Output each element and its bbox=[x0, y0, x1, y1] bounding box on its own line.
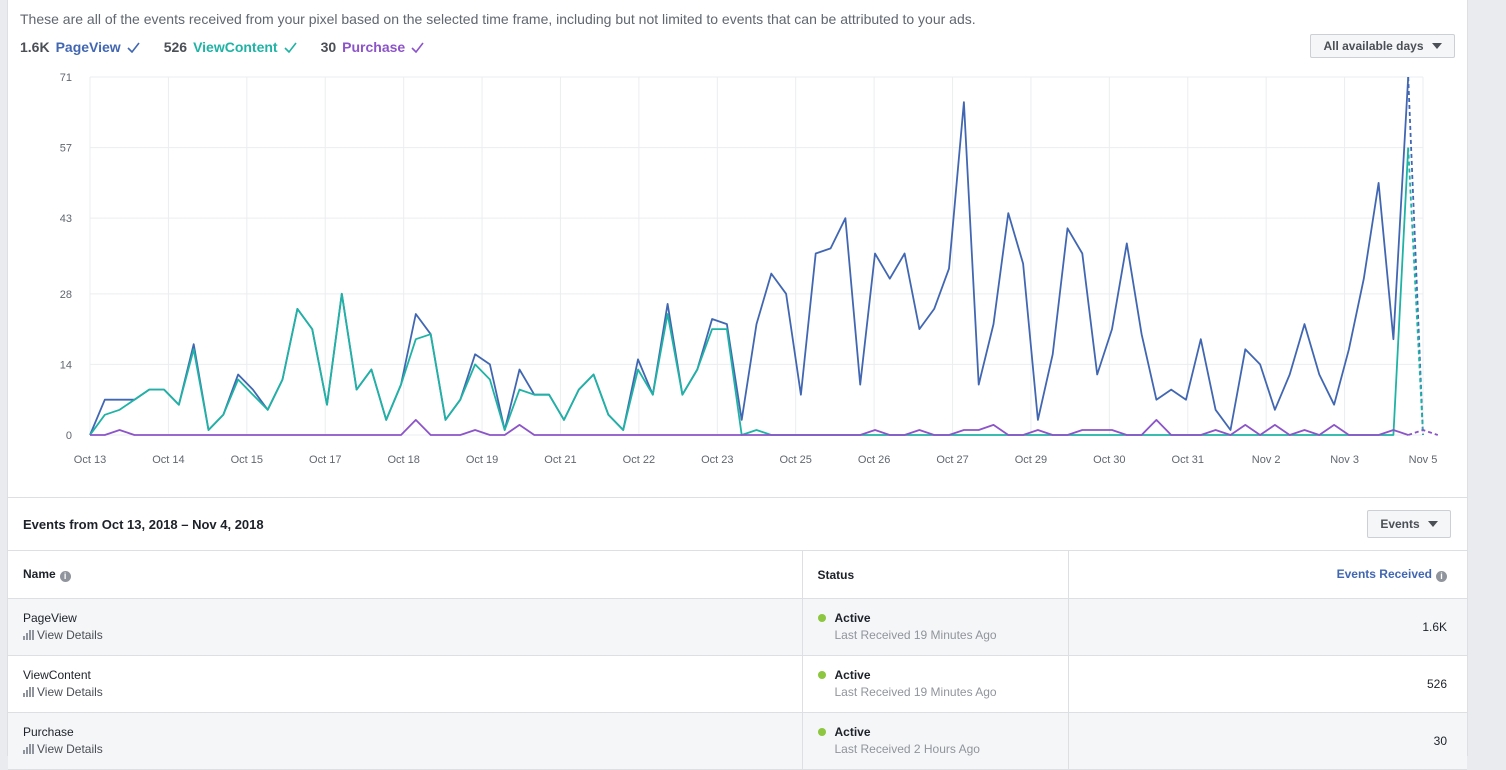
events-table: Name i Status Events Received i PageView V… bbox=[8, 550, 1467, 770]
x-tick-label: Oct 21 bbox=[544, 454, 576, 466]
series-line-pageview bbox=[89, 76, 1410, 436]
column-header-name[interactable]: Name i bbox=[8, 550, 802, 599]
status-badge: Active bbox=[817, 611, 1053, 625]
events-count: 526 bbox=[1067, 655, 1467, 713]
events-count: 30 bbox=[1067, 712, 1467, 770]
x-tick-label: Oct 18 bbox=[387, 454, 419, 466]
chart-legend: 1.6K PageView 526 ViewContent 30 Purchas… bbox=[20, 39, 424, 55]
caret-down-icon bbox=[1431, 43, 1442, 49]
x-tick-label: Nov 2 bbox=[1252, 454, 1281, 466]
x-tick-label: Oct 13 bbox=[74, 454, 106, 466]
x-tick-label: Oct 27 bbox=[936, 454, 968, 466]
x-tick-label: Nov 5 bbox=[1409, 454, 1438, 466]
x-tick-label: Oct 26 bbox=[858, 454, 890, 466]
series-tail-pageview bbox=[1407, 76, 1424, 436]
events-count: 1.6K bbox=[1067, 598, 1467, 656]
table-row[interactable]: PageView View Details Active Last Receiv… bbox=[8, 598, 1467, 656]
event-name: PageView bbox=[23, 611, 77, 625]
pixel-events-panel: These are all of the events received fro… bbox=[7, 0, 1468, 770]
x-tick-label: Oct 17 bbox=[309, 454, 341, 466]
table-row[interactable]: ViewContent View Details Active Last Rec… bbox=[8, 655, 1467, 713]
x-tick-label: Oct 30 bbox=[1093, 454, 1125, 466]
y-tick-label: 0 bbox=[66, 430, 72, 442]
active-dot-icon bbox=[817, 728, 826, 736]
legend-label: Purchase bbox=[342, 39, 406, 55]
y-tick-label: 43 bbox=[60, 213, 72, 225]
x-tick-label: Oct 22 bbox=[623, 454, 655, 466]
legend-label: PageView bbox=[55, 39, 121, 55]
series-tail-purchase bbox=[1407, 429, 1439, 436]
legend-item-viewcontent[interactable]: 526 ViewContent bbox=[164, 39, 297, 55]
x-tick-label: Oct 15 bbox=[231, 454, 263, 466]
x-tick-label: Oct 25 bbox=[780, 454, 812, 466]
x-tick-label: Oct 19 bbox=[466, 454, 498, 466]
last-received: Last Received 19 Minutes Ago bbox=[834, 685, 997, 699]
table-header-row: Name i Status Events Received i bbox=[8, 550, 1467, 599]
legend-count: 1.6K bbox=[20, 39, 50, 55]
events-dropdown[interactable]: Events bbox=[1367, 510, 1451, 538]
column-header-status[interactable]: Status bbox=[801, 550, 1068, 599]
caret-down-icon bbox=[1427, 521, 1438, 527]
x-tick-label: Oct 29 bbox=[1015, 454, 1047, 466]
status-badge: Active bbox=[817, 668, 1053, 682]
x-tick-label: Oct 23 bbox=[701, 454, 733, 466]
info-icon[interactable]: i bbox=[59, 571, 71, 582]
time-range-label: All available days bbox=[1323, 39, 1424, 53]
legend-item-pageview[interactable]: 1.6K PageView bbox=[20, 39, 140, 55]
series-line-viewcontent bbox=[89, 147, 1410, 436]
time-range-dropdown[interactable]: All available days bbox=[1310, 34, 1455, 58]
y-tick-label: 28 bbox=[60, 289, 72, 301]
column-header-events-received[interactable]: Events Received i bbox=[1067, 550, 1467, 599]
events-line-chart: 0 14 28 43 57 71 Oct 13 Oct 14 Oct 15 Oct 17 Oct 1… bbox=[60, 72, 1439, 466]
view-details-link[interactable]: View Details bbox=[23, 742, 787, 756]
status-badge: Active bbox=[817, 725, 1053, 739]
bar-chart-icon bbox=[23, 630, 34, 640]
bar-chart-icon bbox=[23, 744, 34, 754]
event-name: ViewContent bbox=[23, 668, 91, 682]
series-tail-viewcontent bbox=[1407, 147, 1424, 436]
active-dot-icon bbox=[817, 671, 826, 679]
info-icon[interactable]: i bbox=[1436, 571, 1447, 582]
events-heading: Events from Oct 13, 2018 – Nov 4, 2018 bbox=[23, 517, 264, 532]
last-received: Last Received 2 Hours Ago bbox=[834, 742, 980, 756]
active-dot-icon bbox=[817, 614, 826, 622]
y-tick-label: 14 bbox=[60, 359, 72, 371]
checkmark-icon bbox=[284, 42, 297, 53]
checkmark-icon bbox=[127, 42, 140, 53]
events-dropdown-label: Events bbox=[1380, 517, 1420, 531]
table-row[interactable]: Purchase View Details Active Last Receiv… bbox=[8, 712, 1467, 770]
legend-item-purchase[interactable]: 30 Purchase bbox=[321, 39, 425, 55]
x-tick-label: Oct 31 bbox=[1172, 454, 1204, 466]
y-tick-label: 71 bbox=[60, 72, 72, 84]
checkmark-icon bbox=[411, 42, 424, 53]
chart-description: These are all of the events received fro… bbox=[20, 11, 976, 27]
view-details-link[interactable]: View Details bbox=[23, 685, 787, 699]
series-line-purchase bbox=[90, 419, 1409, 436]
legend-count: 30 bbox=[320, 39, 337, 55]
section-divider bbox=[8, 497, 1467, 498]
event-name: Purchase bbox=[23, 725, 74, 739]
legend-count: 526 bbox=[163, 39, 188, 55]
x-tick-label: Oct 14 bbox=[152, 454, 184, 466]
y-tick-label: 57 bbox=[60, 143, 72, 155]
view-details-link[interactable]: View Details bbox=[23, 628, 787, 642]
legend-label: ViewContent bbox=[193, 39, 278, 55]
x-tick-label: Nov 3 bbox=[1330, 454, 1359, 466]
bar-chart-icon bbox=[23, 687, 34, 697]
last-received: Last Received 19 Minutes Ago bbox=[834, 628, 997, 642]
